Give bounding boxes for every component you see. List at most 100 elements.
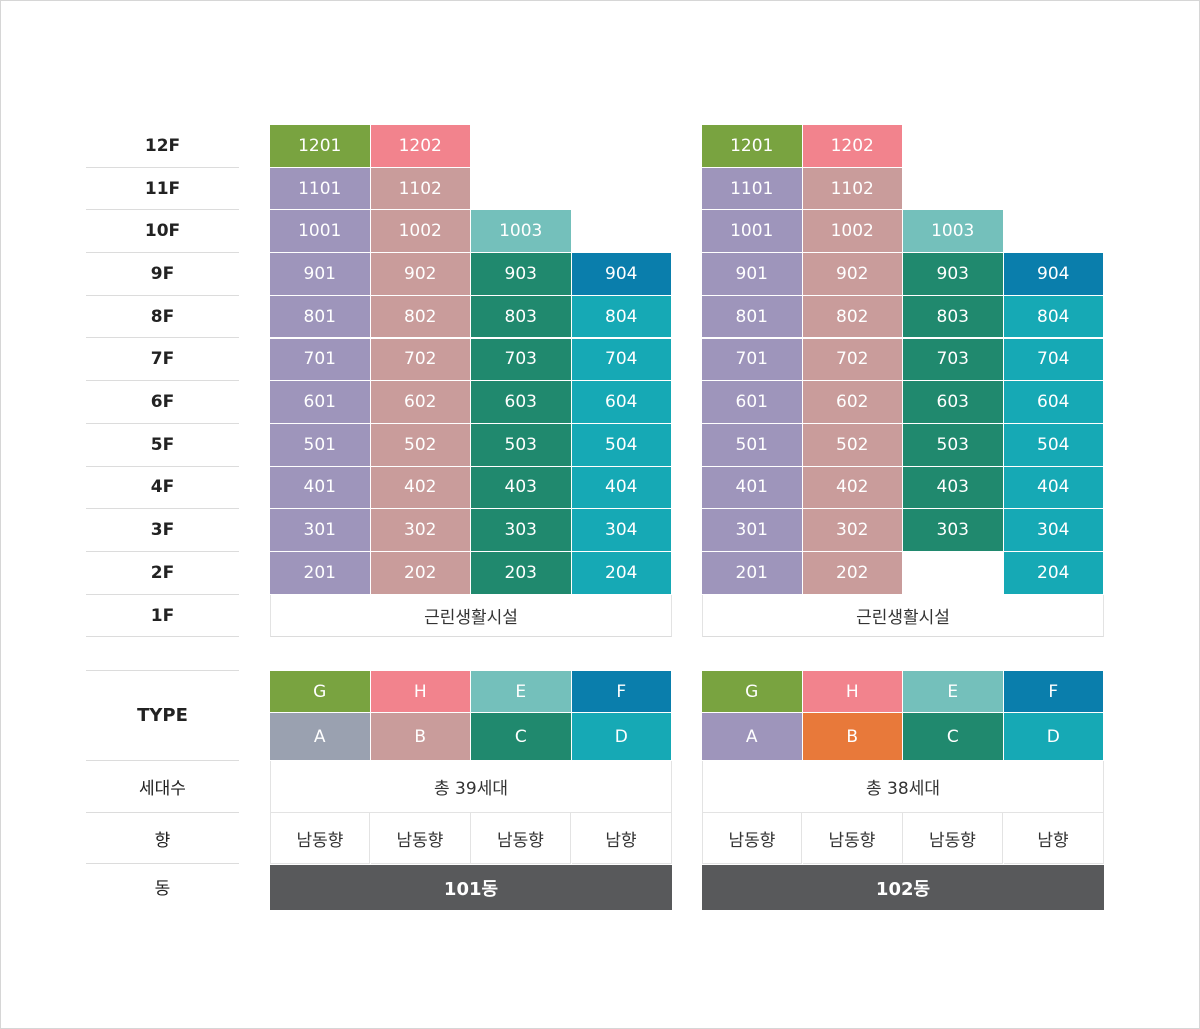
floor-label-3f: 3F — [86, 509, 239, 552]
unit-cell: 501 — [270, 423, 370, 466]
floor-label-5f: 5F — [86, 424, 239, 467]
unit-cell: 504 — [1003, 423, 1103, 466]
type-cell-a: A — [270, 713, 370, 760]
floor-label-12f: 12F — [86, 125, 239, 168]
unit-cell: 203 — [471, 552, 571, 594]
type-separator — [86, 670, 239, 671]
floor-label-6f: 6F — [86, 381, 239, 424]
unit-cell: 903 — [471, 253, 571, 295]
type-cell-c: C — [903, 713, 1003, 760]
unit-cell: 904 — [571, 253, 671, 295]
unit-cell: 803 — [903, 295, 1003, 338]
floor-label-11f: 11F — [86, 168, 239, 211]
unit-cell: 404 — [1003, 466, 1103, 509]
unit-cell: 704 — [1003, 338, 1103, 381]
type-cell-a: A — [702, 713, 802, 760]
unit-cell: 403 — [471, 466, 571, 509]
unit-cell: 1202 — [802, 125, 902, 167]
type-cell-g: G — [270, 671, 370, 712]
unit-cell: 502 — [370, 423, 470, 466]
type-cell-h: H — [802, 671, 902, 712]
unit-cell: 602 — [802, 381, 902, 423]
type-cell-c: C — [471, 713, 571, 760]
unit-cell: 902 — [370, 253, 470, 295]
type-cell-d: D — [1003, 713, 1103, 760]
unit-cell: 303 — [471, 509, 571, 551]
type-cell-d: D — [571, 713, 671, 760]
unit-cell: 202 — [802, 552, 902, 594]
unit-cell: 604 — [571, 381, 671, 423]
direction-cell: 남동향 — [903, 813, 1003, 864]
unit-cell: 204 — [571, 552, 671, 594]
unit-cell: 502 — [802, 423, 902, 466]
unit-cell: 702 — [802, 338, 902, 381]
type-cell-e: E — [903, 671, 1003, 712]
direction-cell: 남향 — [1003, 813, 1104, 864]
type-cell-f: F — [571, 671, 671, 712]
unit-cell: 703 — [471, 338, 571, 381]
floor-label-10f: 10F — [86, 210, 239, 254]
unit-cell: 503 — [471, 423, 571, 466]
unit-cell: 1101 — [270, 167, 370, 210]
unit-cell: 604 — [1003, 381, 1103, 423]
unit-cell: 701 — [702, 338, 802, 381]
floor-label-4f: 4F — [86, 467, 239, 510]
unit-cell: 601 — [270, 381, 370, 423]
unit-cell: 402 — [802, 466, 902, 509]
unit-cell: 803 — [471, 295, 571, 338]
unit-cell: 1003 — [471, 210, 571, 253]
unit-cell: 804 — [571, 295, 671, 338]
unit-cell: 602 — [370, 381, 470, 423]
floor-label-2f: 2F — [86, 552, 239, 595]
unit-cell: 1102 — [802, 167, 902, 210]
unit-cell: 1102 — [370, 167, 470, 210]
unit-cell: 704 — [571, 338, 671, 381]
unit-cell: 801 — [270, 295, 370, 338]
unit-cell: 1201 — [270, 125, 370, 167]
dong-label: 동 — [154, 879, 171, 899]
unit-cell: 1201 — [702, 125, 802, 167]
unit-cell: 804 — [1003, 295, 1103, 338]
unit-cell: 802 — [370, 295, 470, 338]
unit-cell: 1101 — [702, 167, 802, 210]
commercial-facility-row: 근린생활시설 — [270, 594, 672, 638]
unit-cell: 302 — [370, 509, 470, 551]
direction-cell: 남동향 — [370, 813, 471, 864]
unit-cell: 401 — [702, 466, 802, 509]
unit-cell: 1001 — [270, 210, 370, 253]
type-cell-h: H — [370, 671, 470, 712]
floor-label-9f: 9F — [86, 253, 239, 296]
unit-cell: 304 — [1003, 509, 1103, 551]
direction-cell: 남동향 — [270, 813, 370, 864]
unit-cell: 301 — [702, 509, 802, 551]
building-name-bar: 102동 — [702, 865, 1104, 910]
unit-cell: 902 — [802, 253, 902, 295]
unit-cell: 1002 — [802, 210, 902, 253]
floor-label-7f: 7F — [86, 339, 239, 382]
unit-cell: 204 — [1003, 552, 1103, 594]
direction-cell: 남동향 — [702, 813, 802, 864]
unit-cell: 201 — [702, 552, 802, 594]
direction-cell: 남동향 — [802, 813, 903, 864]
households-total: 총 39세대 — [270, 761, 672, 813]
unit-cell: 501 — [702, 423, 802, 466]
type-cell-f: F — [1003, 671, 1103, 712]
direction-label: 향 — [86, 813, 239, 864]
unit-cell: 904 — [1003, 253, 1103, 295]
direction-cell: 남동향 — [471, 813, 571, 864]
unit-cell: 901 — [702, 253, 802, 295]
floor-label-1f: 1F — [86, 595, 239, 638]
unit-cell: 1003 — [903, 210, 1003, 253]
type-cell-b: B — [370, 713, 470, 760]
unit-cell: 401 — [270, 466, 370, 509]
unit-cell: 404 — [571, 466, 671, 509]
unit-cell: 503 — [903, 423, 1003, 466]
unit-cell: 603 — [903, 381, 1003, 423]
unit-cell: 702 — [370, 338, 470, 381]
floor-label-8f: 8F — [86, 296, 239, 339]
unit-cell: 303 — [903, 509, 1003, 551]
type-cell-g: G — [702, 671, 802, 712]
type-cell-b: B — [802, 713, 902, 760]
unit-cell: 402 — [370, 466, 470, 509]
unit-cell: 304 — [571, 509, 671, 551]
